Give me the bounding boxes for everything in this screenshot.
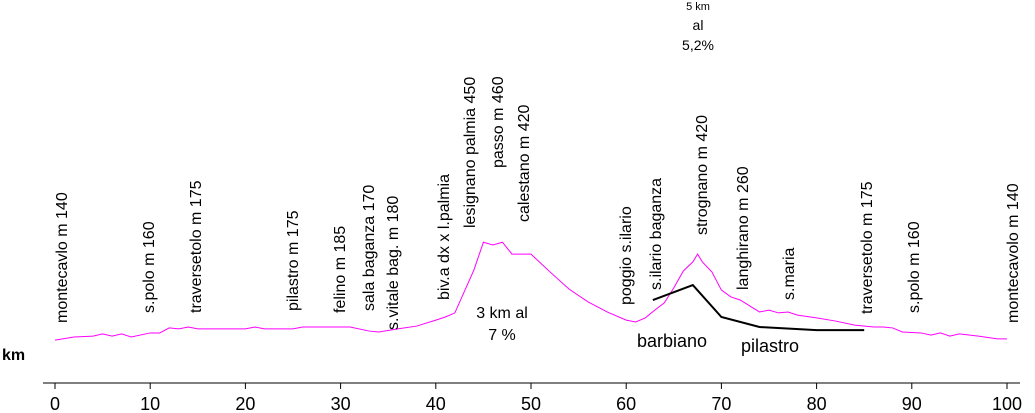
place-label: langhirano m 260 [735, 166, 752, 290]
place-label: s.maria [781, 247, 798, 300]
place-label: sala baganza 170 [361, 185, 378, 311]
x-tick-label: 90 [902, 394, 922, 413]
place-label: poggio s.ilario [618, 206, 635, 305]
x-tick-label: 60 [616, 394, 636, 413]
annotation: pilastro [741, 336, 799, 356]
x-tick-label: 10 [140, 394, 160, 413]
place-label: traversetolo m 175 [859, 181, 876, 314]
place-label: traversetolo m 175 [188, 180, 205, 313]
place-label: pilastro m 175 [285, 210, 302, 311]
x-tick-label: 50 [521, 394, 541, 413]
place-label: montecavlo m 140 [54, 192, 71, 323]
annotation: al [693, 17, 704, 33]
x-tick-label: 100 [992, 394, 1022, 413]
place-label: s.vitale bag. m 180 [385, 196, 402, 330]
place-label: s.polo m 160 [906, 221, 923, 313]
axis-label: km [2, 347, 25, 364]
place-label: lesignano palmia 450 [462, 77, 479, 228]
x-tick-label: 30 [331, 394, 351, 413]
x-tick-label: 20 [235, 394, 255, 413]
place-label: s.ilario baganza [648, 178, 665, 290]
place-label: montecavolo m 140 [1005, 183, 1022, 323]
elevation-line [54, 241, 1007, 341]
annotation: barbiano [637, 331, 707, 351]
x-tick-label: 80 [807, 394, 827, 413]
place-label: passo m 460 [490, 76, 507, 168]
x-tick-label: 70 [711, 394, 731, 413]
place-label: calestano m 420 [516, 104, 533, 222]
place-label: felino m 185 [332, 226, 349, 313]
place-label: s.polo m 160 [141, 221, 158, 313]
elevation-line [652, 283, 865, 332]
annotation: 5 km [686, 1, 710, 13]
annotation: 3 km al [476, 305, 528, 322]
place-label: strognano m 420 [694, 115, 711, 235]
annotation: 7 % [488, 327, 516, 344]
place-label: biv.a dx x l.palmia [436, 174, 453, 300]
x-tick-label: 0 [50, 394, 60, 413]
x-tick-label: 40 [426, 394, 446, 413]
annotation: 5,2% [682, 37, 714, 53]
